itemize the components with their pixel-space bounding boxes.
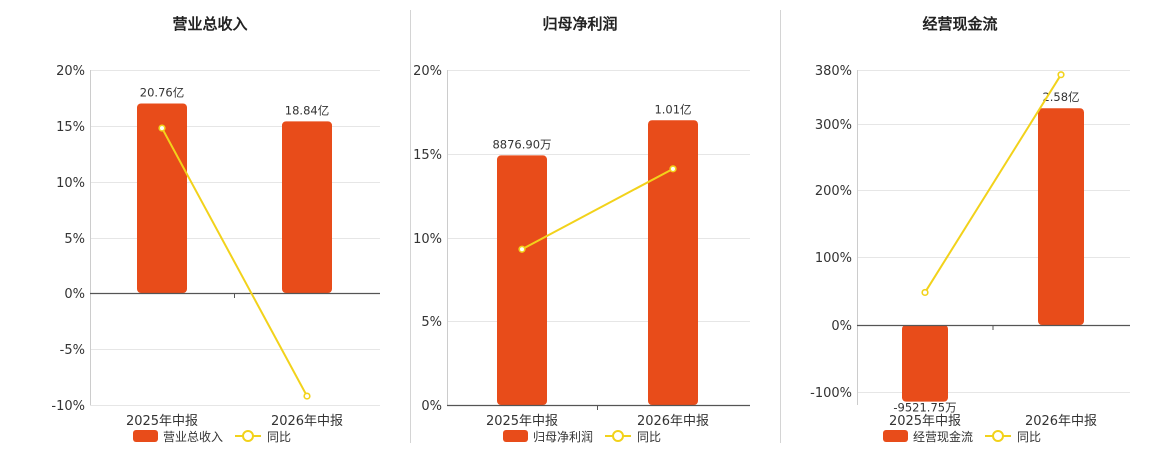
legend-swatch-bar: [503, 430, 528, 442]
legend-swatch-marker: [612, 430, 624, 442]
y-tick-label: 0%: [831, 319, 852, 334]
bar-data-label: -9521.75万: [893, 401, 956, 415]
yoy-point-2: [669, 165, 677, 173]
yoy-point-1: [158, 124, 166, 132]
yoy-point-1: [921, 288, 929, 297]
x-tick-label: 2026年中报: [271, 414, 343, 429]
bar-data-label: 2.58亿: [1042, 90, 1079, 104]
y-tick-label: 20%: [413, 64, 442, 79]
legend-label-bar: 营业总收入: [163, 430, 223, 444]
bar-data-label: 18.84亿: [285, 103, 329, 117]
legend-label-line: 同比: [1017, 430, 1041, 444]
y-tick-label: 20%: [56, 64, 85, 79]
legend-swatch-bar: [133, 430, 158, 442]
bar-2: [282, 121, 332, 293]
legend-label-bar: 经营现金流: [913, 429, 973, 444]
bar-1: [137, 103, 187, 293]
y-tick-label: -10%: [51, 399, 85, 414]
y-tick-label: 0%: [64, 287, 85, 302]
bar-1: [902, 325, 948, 402]
chart-panel-2: 归母净利润 20% 15% 10% 5% 0% 8876.90万 1.01亿 2025年中报 20…: [413, 15, 750, 444]
yoy-line: [161, 127, 308, 397]
bar-data-label: 20.76亿: [140, 86, 184, 100]
x-tick-label: 2025年中报: [889, 414, 961, 429]
bar-data-label: 8876.90万: [492, 137, 551, 151]
bar-data-label: 1.01亿: [654, 102, 691, 116]
y-tick-label: 200%: [815, 184, 852, 199]
y-tick-label: 15%: [56, 120, 85, 135]
chart-title: 归母净利润: [542, 15, 617, 33]
yoy-point-2: [303, 392, 311, 400]
x-tick-label: 2026年中报: [637, 414, 709, 429]
legend-swatch-marker: [242, 430, 254, 442]
x-tick-label: 2025年中报: [126, 414, 198, 429]
y-tick-label: 5%: [64, 232, 85, 247]
x-tick-label: 2025年中报: [486, 414, 558, 429]
chart-title: 经营现金流: [922, 15, 997, 33]
y-tick-label: 15%: [413, 148, 442, 163]
bar-2: [1038, 108, 1084, 325]
chart-panel-3: 经营现金流 380% 300% 200% 100% 0% -100% -9521.75万 2.5…: [810, 15, 1130, 444]
legend-swatch-bar: [883, 430, 908, 442]
bar-1: [497, 155, 547, 405]
yoy-point-2: [1057, 71, 1065, 79]
y-tick-label: 10%: [413, 232, 442, 247]
y-tick-label: -5%: [60, 343, 85, 358]
legend-label-line: 同比: [637, 430, 661, 444]
yoy-line: [521, 167, 674, 251]
y-tick-label: 380%: [815, 64, 852, 79]
y-tick-label: 100%: [815, 251, 852, 266]
legend-swatch-marker: [992, 430, 1004, 442]
bar-2: [648, 120, 698, 405]
legend-label-line: 同比: [267, 430, 291, 444]
y-tick-label: 0%: [421, 399, 442, 414]
chart-title: 营业总收入: [172, 15, 247, 33]
y-tick-label: 10%: [56, 176, 85, 191]
y-tick-label: 300%: [815, 118, 852, 133]
chart-panel-1: 营业总收入 20% 15% 10% 5% 0% -5% -10% 20.76亿 18.84亿 202…: [51, 15, 380, 444]
x-tick-label: 2026年中报: [1025, 414, 1097, 429]
yoy-line: [924, 74, 1062, 293]
yoy-point-1: [518, 245, 526, 253]
y-tick-label: 5%: [421, 315, 442, 330]
y-tick-label: -100%: [810, 386, 852, 401]
legend-label-bar: 归母净利润: [533, 430, 593, 444]
